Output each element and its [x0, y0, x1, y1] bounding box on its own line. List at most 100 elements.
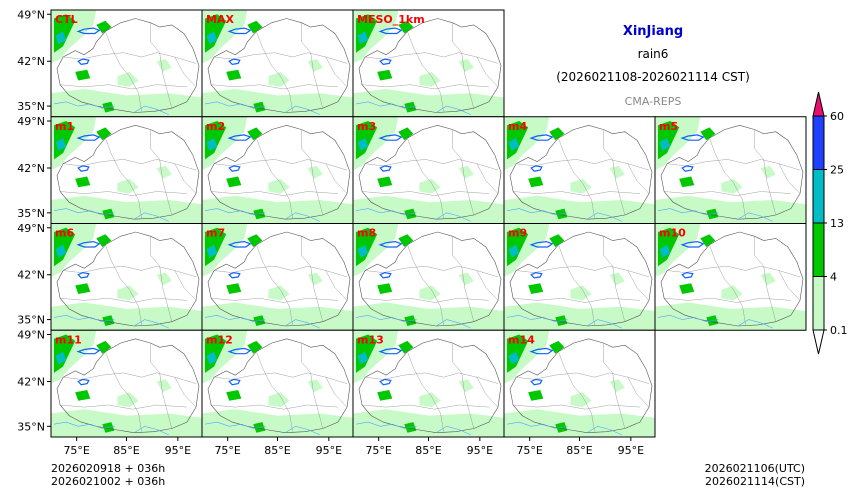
rain-light-area: [609, 165, 625, 179]
province-border: [362, 84, 489, 90]
panel-label: m8: [357, 227, 376, 240]
rain-moderate-area: [226, 176, 242, 188]
y-tick-label: 35°N: [17, 100, 45, 113]
region-border: [207, 124, 351, 220]
province-border: [256, 244, 293, 325]
x-tick-label: 75°E: [516, 444, 542, 457]
panel-label: MESO_1km: [357, 13, 425, 26]
y-axis: 49°N 42°N 35°N 49°N 42°N 35°N 49°N 42°N 35°N 49°N…: [17, 8, 51, 433]
region-border: [358, 124, 502, 220]
province-border: [407, 31, 444, 112]
panel-label: m13: [357, 333, 384, 346]
lake-outline: [379, 58, 392, 66]
x-tick-label: 85°E: [264, 444, 290, 457]
colorbar-under-arrow: [812, 329, 825, 355]
province-border: [256, 351, 293, 432]
rain-light-area: [156, 59, 172, 72]
lake-outline: [76, 27, 101, 35]
province-border: [558, 351, 595, 432]
lake-outline: [529, 347, 554, 355]
lake-outline: [681, 165, 694, 172]
y-tick-label: 42°N: [17, 162, 45, 175]
province-border: [513, 191, 640, 196]
region-border: [56, 124, 200, 220]
province-border: [63, 265, 197, 278]
province-border: [407, 138, 444, 219]
y-tick-label: 49°N: [17, 8, 45, 21]
lake-outline: [227, 134, 252, 141]
map-panel: m14: [503, 329, 656, 438]
river-line: [355, 208, 417, 216]
rain-light-area: [353, 302, 504, 331]
panel-label: m12: [206, 333, 233, 346]
panel-label: m6: [55, 227, 74, 240]
lake-outline: [378, 134, 403, 141]
lake-outline: [530, 271, 543, 279]
lake-outline: [378, 27, 403, 35]
map-panel: MAX: [201, 9, 354, 118]
variable-title: rain6: [638, 47, 669, 61]
rain-light-area: [202, 302, 353, 331]
province-border: [476, 163, 499, 194]
valid-time-label: 2026021002 + 036h: [51, 475, 165, 488]
river-line: [737, 212, 773, 222]
rain-moderate-area: [226, 283, 242, 294]
map-panel: m3: [352, 116, 505, 224]
panel-grid: CTL MAX MESO_1km m1 m2 m3 m4 m5 m6 m7 m8 m9 m10 m11 m1…: [50, 9, 807, 438]
rain-moderate-area: [75, 69, 91, 81]
lake-outline: [529, 240, 554, 248]
rain-moderate-area: [528, 390, 544, 401]
province-border: [60, 191, 187, 196]
province-border: [365, 52, 499, 64]
map-panel: m1: [50, 116, 203, 224]
rain-heavy-area: [55, 244, 67, 258]
panel-label: m3: [357, 120, 376, 133]
y-tick-label: 35°N: [17, 314, 45, 327]
lake-outline: [228, 165, 241, 172]
rain-light-area: [609, 272, 625, 286]
rain-moderate-area: [75, 390, 91, 401]
province-border: [627, 377, 650, 408]
x-axis: 75°E 85°E 95°E 75°E 85°E 95°E 75°E 85°E 95°E 75°E…: [63, 437, 644, 457]
province-border: [214, 372, 348, 384]
province-border: [174, 377, 197, 408]
map-panel: m7: [201, 223, 354, 331]
rain-heavy-area: [206, 138, 218, 151]
river-line: [586, 212, 622, 222]
province-border: [105, 138, 142, 219]
rain-moderate-area: [528, 283, 544, 294]
river-line: [284, 105, 320, 115]
map-panel: m11: [50, 329, 203, 438]
rain-heavy-area: [357, 31, 369, 45]
rain-light-area: [156, 379, 172, 393]
y-tick-label: 42°N: [17, 55, 45, 68]
map-panel: m6: [50, 223, 203, 331]
province-border: [63, 159, 197, 171]
period-title: (2026021108-2026021114 CST): [556, 70, 750, 84]
province-border: [513, 404, 640, 410]
rain-light-area: [760, 165, 776, 179]
province-border: [105, 31, 142, 112]
rain-moderate-area: [377, 283, 393, 294]
province-border: [211, 84, 338, 90]
lake-outline: [227, 27, 252, 35]
system-title: CMA-REPS: [625, 95, 682, 108]
river-line: [737, 319, 773, 329]
province-border: [476, 270, 499, 301]
map-panel: m9: [503, 223, 656, 331]
x-tick-label: 75°E: [63, 444, 89, 457]
panel-label: m11: [55, 333, 82, 346]
rain-light-area: [307, 165, 323, 179]
rain-moderate-area: [75, 283, 91, 294]
rain-heavy-area: [659, 138, 671, 151]
y-tick-label: 35°N: [17, 420, 45, 433]
lake-outline: [379, 271, 392, 279]
river-line: [355, 421, 417, 429]
region-border: [207, 231, 351, 327]
colorbar-level-label: 4: [830, 271, 837, 284]
colorbar-over-arrow: [812, 91, 825, 117]
river-line: [53, 101, 115, 109]
rain-light-area: [458, 272, 474, 286]
y-tick-label: 42°N: [17, 269, 45, 282]
